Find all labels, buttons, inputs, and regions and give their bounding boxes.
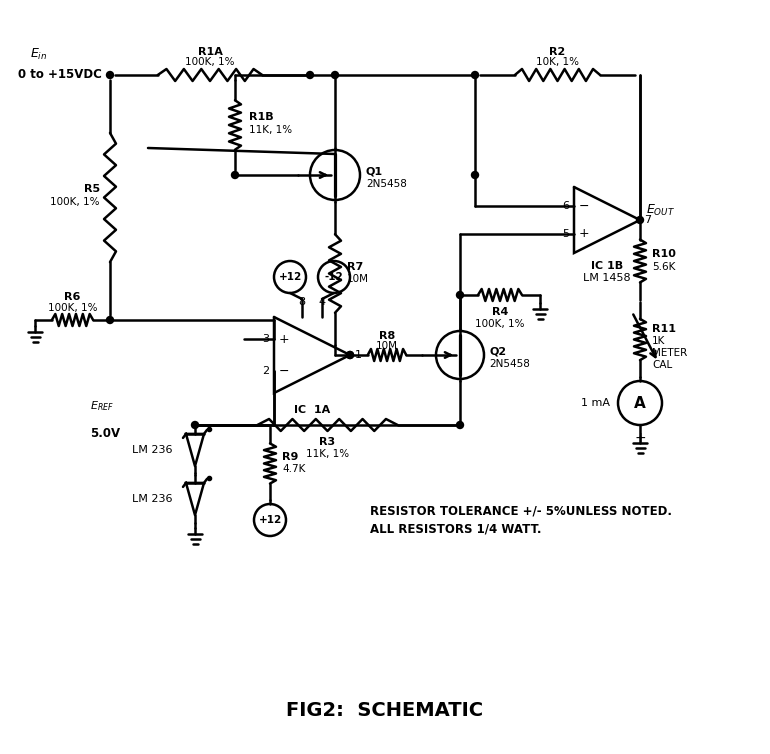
Text: +12: +12 bbox=[259, 515, 282, 525]
Text: R3: R3 bbox=[320, 437, 336, 447]
Text: $E_{REF}$: $E_{REF}$ bbox=[90, 399, 114, 413]
Text: R5: R5 bbox=[84, 185, 100, 195]
Text: −: − bbox=[279, 364, 290, 378]
Circle shape bbox=[471, 72, 478, 78]
Text: R2: R2 bbox=[549, 47, 566, 57]
Text: METER: METER bbox=[652, 348, 688, 358]
Text: 11K, 1%: 11K, 1% bbox=[249, 125, 292, 135]
Circle shape bbox=[457, 421, 464, 428]
Text: A: A bbox=[634, 396, 646, 410]
Text: 2: 2 bbox=[263, 366, 269, 376]
Text: R11: R11 bbox=[652, 324, 676, 335]
Text: 4: 4 bbox=[319, 297, 326, 307]
Text: R7: R7 bbox=[347, 262, 363, 271]
Circle shape bbox=[346, 351, 353, 358]
Text: CAL: CAL bbox=[652, 360, 672, 370]
Text: R6: R6 bbox=[65, 292, 81, 302]
Circle shape bbox=[332, 72, 339, 78]
Text: 1K: 1K bbox=[652, 336, 665, 347]
Text: LM 1458: LM 1458 bbox=[583, 273, 631, 283]
Text: $E_{in}$: $E_{in}$ bbox=[30, 47, 47, 62]
Circle shape bbox=[106, 72, 113, 78]
Text: 5: 5 bbox=[563, 229, 570, 239]
Circle shape bbox=[192, 421, 199, 428]
Text: 100K, 1%: 100K, 1% bbox=[51, 198, 100, 207]
Text: R10: R10 bbox=[652, 249, 676, 259]
Text: R9: R9 bbox=[282, 452, 299, 461]
Text: R8: R8 bbox=[379, 331, 395, 341]
Text: 11K, 1%: 11K, 1% bbox=[306, 449, 349, 459]
Circle shape bbox=[106, 317, 113, 323]
Text: 3: 3 bbox=[263, 334, 269, 344]
Text: Q2: Q2 bbox=[489, 346, 506, 356]
Text: R1B: R1B bbox=[249, 112, 273, 122]
Text: 10M: 10M bbox=[347, 274, 369, 284]
Text: 10K, 1%: 10K, 1% bbox=[536, 57, 579, 67]
Text: 4.7K: 4.7K bbox=[282, 464, 306, 474]
Text: 5.6K: 5.6K bbox=[652, 262, 675, 272]
Text: FIG2:  SCHEMATIC: FIG2: SCHEMATIC bbox=[286, 700, 484, 719]
Circle shape bbox=[232, 171, 239, 179]
Text: Q1: Q1 bbox=[366, 166, 383, 176]
Text: 1: 1 bbox=[354, 350, 361, 360]
Text: +: + bbox=[634, 431, 646, 445]
Text: 2N5458: 2N5458 bbox=[366, 179, 407, 189]
Text: +: + bbox=[279, 333, 290, 345]
Text: R4: R4 bbox=[492, 307, 508, 317]
Circle shape bbox=[457, 292, 464, 299]
Text: 10M: 10M bbox=[376, 341, 398, 351]
Text: 2N5458: 2N5458 bbox=[489, 359, 530, 369]
Circle shape bbox=[471, 171, 478, 179]
Text: 7: 7 bbox=[644, 215, 651, 225]
Text: $E_{OUT}$: $E_{OUT}$ bbox=[646, 203, 675, 218]
Text: 0 to +15VDC: 0 to +15VDC bbox=[18, 69, 102, 81]
Text: IC 1B: IC 1B bbox=[591, 261, 623, 271]
Circle shape bbox=[306, 72, 313, 78]
Circle shape bbox=[637, 216, 644, 223]
Text: RESISTOR TOLERANCE +/- 5%UNLESS NOTED.: RESISTOR TOLERANCE +/- 5%UNLESS NOTED. bbox=[370, 505, 672, 518]
Text: +: + bbox=[579, 228, 589, 241]
Text: R1A: R1A bbox=[198, 47, 223, 57]
Text: 1 mA: 1 mA bbox=[581, 398, 610, 408]
Text: LM 236: LM 236 bbox=[132, 445, 173, 455]
Text: LM 236: LM 236 bbox=[132, 494, 173, 504]
Text: ALL RESISTORS 1/4 WATT.: ALL RESISTORS 1/4 WATT. bbox=[370, 522, 541, 535]
Text: 6: 6 bbox=[563, 201, 570, 211]
Text: 100K, 1%: 100K, 1% bbox=[186, 57, 235, 67]
Text: -12: -12 bbox=[325, 272, 343, 282]
Text: −: − bbox=[579, 200, 589, 213]
Text: 5.0V: 5.0V bbox=[90, 427, 120, 440]
Text: +12: +12 bbox=[279, 272, 302, 282]
Text: 8: 8 bbox=[299, 297, 306, 307]
Text: 100K, 1%: 100K, 1% bbox=[48, 303, 97, 313]
Circle shape bbox=[346, 351, 353, 358]
Text: 100K, 1%: 100K, 1% bbox=[475, 319, 524, 329]
Text: IC  1A: IC 1A bbox=[294, 405, 330, 415]
